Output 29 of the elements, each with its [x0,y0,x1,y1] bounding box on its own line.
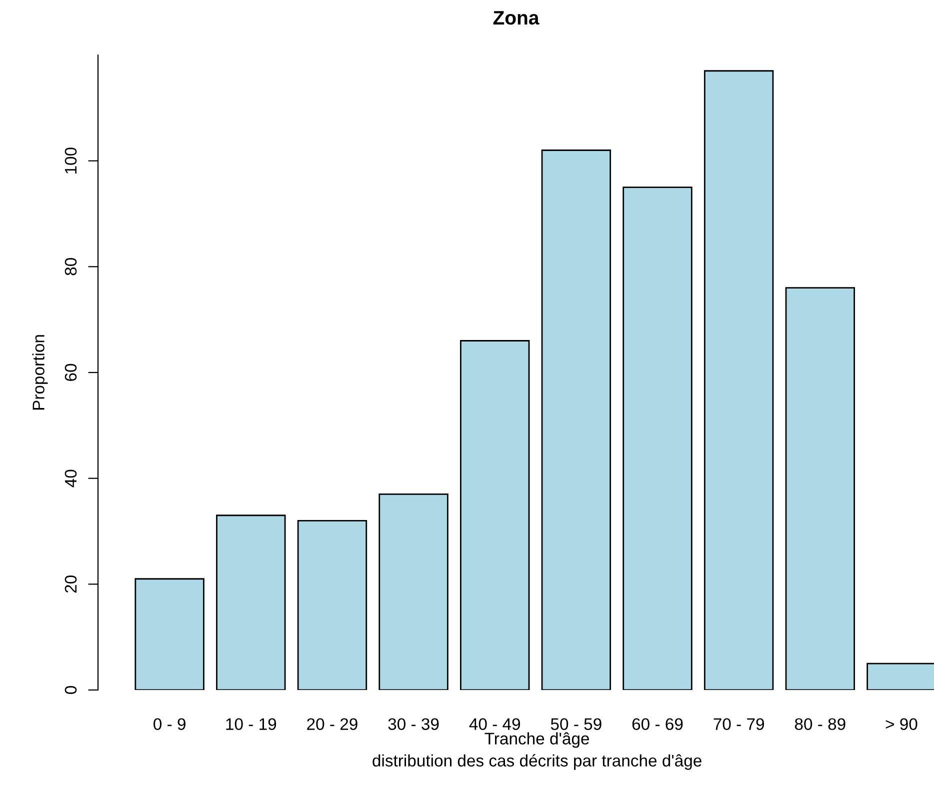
x-tick-label: 60 - 69 [632,718,683,730]
x-tick-label: 80 - 89 [794,718,846,730]
text: distribution des cas décrits par tranche d'âge [372,754,702,770]
y-tick-label: 60 [64,364,77,381]
bar [297,520,368,690]
x-tick-label: 40 - 49 [469,718,520,730]
y-tick-label: 80 [64,258,77,276]
bar [378,494,448,690]
y-tick-label: 100 [64,148,77,174]
x-tick-label: > 90 [886,718,918,730]
y-tick-label: 40 [64,470,77,488]
bar [216,514,286,690]
x-tick-label: 50 - 59 [550,718,602,730]
x-tick-label: 30 - 39 [388,718,439,730]
bar [541,150,612,690]
x-axis-title: Tranche d'âge [484,732,590,748]
bar [460,340,530,690]
x-tick-label: 20 - 29 [307,718,358,730]
bar [704,70,774,690]
x-tick-label: 0 - 9 [154,718,186,730]
bar [622,186,692,690]
y-tick-label: 20 [64,576,77,593]
chart-title: Zona [493,11,540,25]
y-axis-title: Proportion [32,335,48,410]
y-tick-label: 0 [64,686,77,694]
bar [785,287,855,690]
x-tick-label: 70 - 79 [714,718,764,730]
bar [134,578,204,690]
x-tick-label: 10 - 19 [226,718,276,730]
